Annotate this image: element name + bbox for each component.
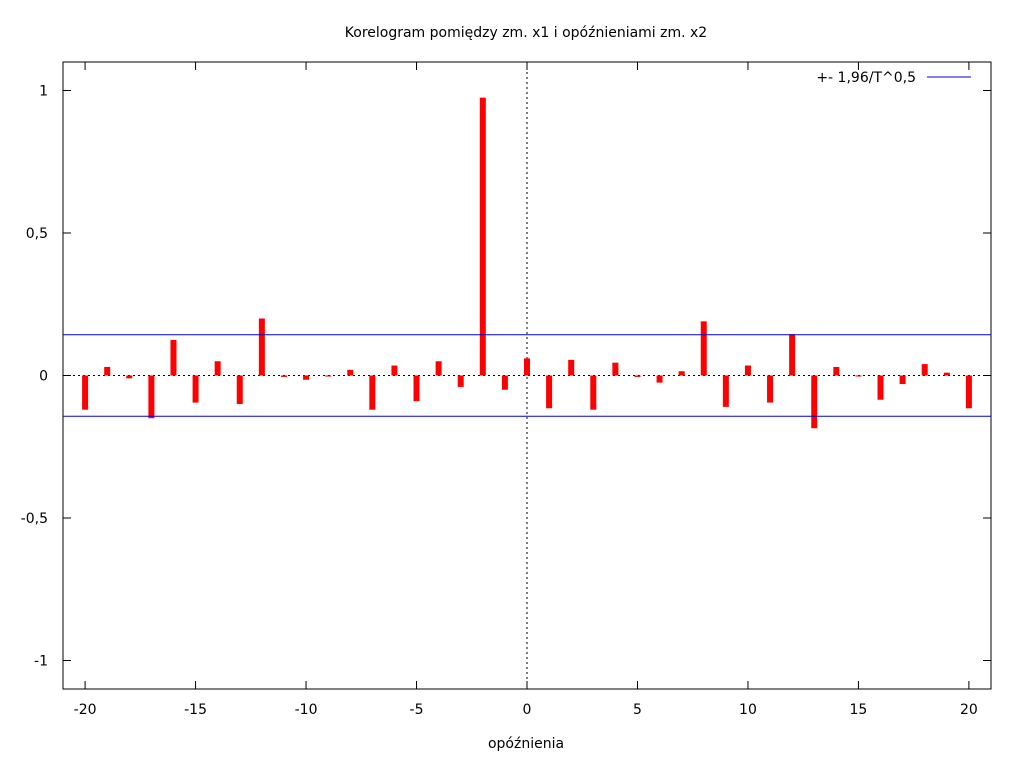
bar <box>413 375 420 402</box>
bar <box>855 375 862 377</box>
bar <box>457 375 464 387</box>
x-tick-label: 20 <box>960 702 978 718</box>
bar <box>280 375 287 377</box>
bar <box>678 371 685 376</box>
legend: +- 1,96/T^0,5 <box>816 70 971 86</box>
bar <box>722 375 729 407</box>
y-tick-label: -0,5 <box>21 511 48 527</box>
bar <box>789 334 796 376</box>
bar <box>82 375 89 410</box>
bar <box>501 375 508 390</box>
bar <box>943 372 950 376</box>
x-tick-label: -5 <box>410 702 424 718</box>
bar <box>369 375 376 410</box>
bar <box>590 375 597 410</box>
y-tick-label: 0 <box>39 369 48 385</box>
plot-area: -20 -15 -10 -5 0 5 10 15 20 1 0,5 0 -0,5 -1 <box>21 61 992 718</box>
x-tick-label: 0 <box>523 702 532 718</box>
x-tick-label: 10 <box>739 702 757 718</box>
x-tick-label: 15 <box>850 702 868 718</box>
bar <box>126 375 133 379</box>
bar <box>303 375 310 380</box>
bar <box>965 375 972 409</box>
bar <box>634 375 641 377</box>
bar <box>833 366 840 376</box>
bar <box>104 366 111 376</box>
bar <box>479 97 486 376</box>
bar <box>877 375 884 400</box>
bar <box>546 375 553 409</box>
bar <box>435 361 442 376</box>
bar <box>524 358 530 376</box>
y-tick-label: -1 <box>34 654 48 670</box>
bar <box>744 365 751 376</box>
bar <box>811 375 818 429</box>
legend-label: +- 1,96/T^0,5 <box>816 70 916 86</box>
x-tick-label: 5 <box>633 702 642 718</box>
bar <box>258 318 265 376</box>
bar <box>700 321 707 376</box>
bar <box>170 339 177 376</box>
bar <box>347 369 354 376</box>
x-tick-label: -10 <box>295 702 318 718</box>
chart-title: Korelogram pomiędzy zm. x1 i opóźnieniam… <box>345 25 707 41</box>
bar <box>236 375 243 404</box>
bar <box>612 362 619 376</box>
bar <box>921 364 928 376</box>
x-tick-label: -15 <box>184 702 207 718</box>
y-tick-label: 1 <box>39 84 48 100</box>
bar <box>148 375 155 419</box>
bar <box>767 375 774 403</box>
bar <box>391 365 398 376</box>
bar <box>192 375 199 403</box>
bar <box>568 359 575 376</box>
bar <box>656 375 663 383</box>
x-axis-label: opóźnienia <box>488 736 564 752</box>
x-tick-label: -20 <box>74 702 97 718</box>
bar <box>214 361 221 376</box>
bar <box>325 375 332 377</box>
y-tick-label: 0,5 <box>26 226 48 242</box>
bar <box>899 375 906 385</box>
